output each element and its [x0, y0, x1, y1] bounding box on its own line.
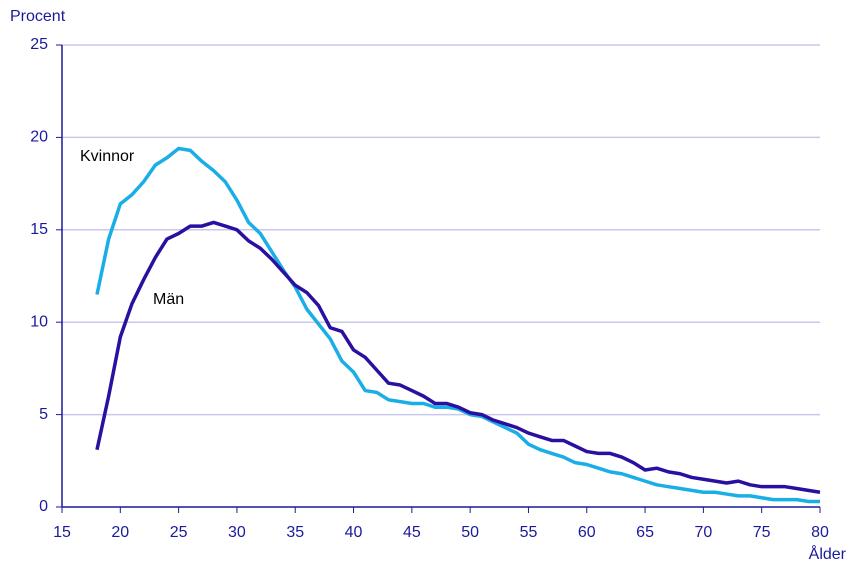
- x-tick-label: 45: [403, 524, 421, 541]
- y-tick-label: 25: [30, 36, 48, 53]
- series-line: [95, 220, 821, 494]
- x-tick-label: 60: [578, 524, 596, 541]
- x-tick-label: 55: [520, 524, 538, 541]
- x-tick-label: 25: [170, 524, 188, 541]
- y-axis-label: Procent: [10, 8, 66, 25]
- y-tick-label: 5: [39, 406, 48, 423]
- series-label: Kvinnor: [80, 148, 135, 165]
- y-tick-label: 15: [30, 221, 48, 238]
- x-tick-label: 40: [345, 524, 363, 541]
- x-tick-label: 50: [461, 524, 479, 541]
- x-tick-label: 65: [636, 524, 654, 541]
- x-tick-label: 75: [753, 524, 771, 541]
- y-tick-label: 10: [30, 313, 48, 330]
- x-axis-label: Ålder: [809, 544, 847, 563]
- x-tick-label: 35: [286, 524, 304, 541]
- x-tick-label: 20: [111, 524, 129, 541]
- series-label: Män: [153, 291, 184, 308]
- x-tick-label: 30: [228, 524, 246, 541]
- series-line: [95, 146, 820, 504]
- y-tick-label: 0: [39, 498, 48, 515]
- x-tick-label: 15: [53, 524, 71, 541]
- x-tick-label: 80: [811, 524, 829, 541]
- x-tick-label: 70: [694, 524, 712, 541]
- y-tick-label: 20: [30, 129, 48, 146]
